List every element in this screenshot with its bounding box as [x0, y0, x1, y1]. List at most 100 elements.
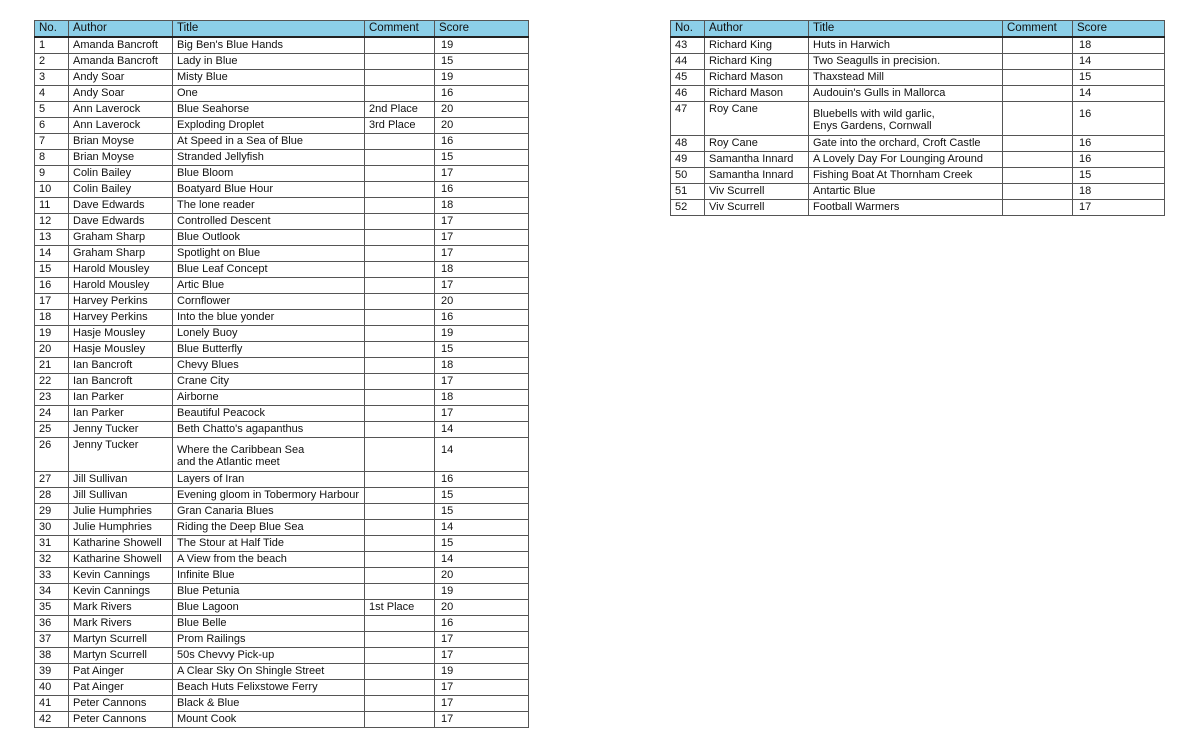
- cell-no: 50: [670, 167, 705, 184]
- cell-author: Mark Rivers: [68, 615, 173, 632]
- cell-no: 47: [670, 101, 705, 136]
- cell-title: Boatyard Blue Hour: [172, 181, 365, 198]
- table-row: 36 Mark Rivers Blue Belle 16: [34, 615, 529, 632]
- cell-title: Artic Blue: [172, 277, 365, 294]
- cell-title: Controlled Descent: [172, 213, 365, 230]
- cell-title: Beautiful Peacock: [172, 405, 365, 422]
- table-row: 22 Ian Bancroft Crane City 17: [34, 373, 529, 390]
- cell-no: 43: [670, 36, 705, 54]
- table-row: 7 Brian Moyse At Speed in a Sea of Blue 16: [34, 133, 529, 150]
- cell-title: Misty Blue: [172, 69, 365, 86]
- cell-author: Julie Humphries: [68, 503, 173, 520]
- cell-score: 19: [434, 663, 529, 680]
- cell-author: Viv Scurrell: [704, 199, 809, 216]
- cell-author: Hasje Mousley: [68, 325, 173, 342]
- table-row: 14 Graham Sharp Spotlight on Blue 17: [34, 245, 529, 262]
- header-author: Author: [68, 20, 173, 38]
- cell-comment: [364, 503, 435, 520]
- cell-author: Martyn Scurrell: [68, 631, 173, 648]
- cell-author: Martyn Scurrell: [68, 647, 173, 664]
- cell-score: 17: [434, 277, 529, 294]
- cell-author: Colin Bailey: [68, 181, 173, 198]
- cell-author: Jenny Tucker: [68, 437, 173, 472]
- table-row: 13 Graham Sharp Blue Outlook 17: [34, 229, 529, 246]
- cell-score: 19: [434, 69, 529, 86]
- cell-no: 3: [34, 69, 69, 86]
- table-row: 6 Ann Laverock Exploding Droplet 3rd Place 2…: [34, 117, 529, 134]
- table-row: 46 Richard Mason Audouin's Gulls in Mallor…: [670, 85, 1165, 102]
- cell-score: 16: [434, 133, 529, 150]
- cell-author: Mark Rivers: [68, 599, 173, 616]
- cell-comment: [364, 85, 435, 102]
- cell-author: Harvey Perkins: [68, 293, 173, 310]
- cell-comment: [364, 53, 435, 70]
- cell-no: 2: [34, 53, 69, 70]
- cell-title: Infinite Blue: [172, 567, 365, 584]
- cell-no: 6: [34, 117, 69, 134]
- cell-title: Spotlight on Blue: [172, 245, 365, 262]
- table-row: 18 Harvey Perkins Into the blue yonder 16: [34, 309, 529, 326]
- cell-comment: [1002, 199, 1073, 216]
- cell-score: 17: [434, 165, 529, 182]
- cell-no: 4: [34, 85, 69, 102]
- cell-title: Stranded Jellyfish: [172, 149, 365, 166]
- cell-title: Lady in Blue: [172, 53, 365, 70]
- cell-score: 16: [1072, 101, 1165, 136]
- cell-author: Richard Mason: [704, 69, 809, 86]
- table-row: 50 Samantha Innard Fishing Boat At Thornha…: [670, 167, 1165, 184]
- cell-comment: [364, 631, 435, 648]
- cell-title: Black & Blue: [172, 695, 365, 712]
- cell-comment: [364, 277, 435, 294]
- cell-comment: 3rd Place: [364, 117, 435, 134]
- cell-author: Richard King: [704, 53, 809, 70]
- table-row: 15 Harold Mousley Blue Leaf Concept 18: [34, 261, 529, 278]
- cell-score: 14: [434, 421, 529, 438]
- cell-score: 17: [434, 405, 529, 422]
- cell-comment: [1002, 183, 1073, 200]
- cell-score: 17: [434, 647, 529, 664]
- cell-author: Kevin Cannings: [68, 567, 173, 584]
- table-row: 12 Dave Edwards Controlled Descent 17: [34, 213, 529, 230]
- table-row: 1 Amanda Bancroft Big Ben's Blue Hands 19: [34, 36, 529, 54]
- cell-comment: [364, 293, 435, 310]
- cell-author: Samantha Innard: [704, 151, 809, 168]
- cell-score: 15: [1072, 167, 1165, 184]
- table-row: 47 Roy Cane Bluebells with wild garlic, En…: [670, 101, 1165, 136]
- cell-author: Richard Mason: [704, 85, 809, 102]
- cell-title: Blue Outlook: [172, 229, 365, 246]
- cell-score: 19: [434, 583, 529, 600]
- cell-title: Blue Seahorse: [172, 101, 365, 118]
- cell-comment: [1002, 53, 1073, 70]
- cell-author: Amanda Bancroft: [68, 53, 173, 70]
- cell-comment: [1002, 151, 1073, 168]
- cell-author: Katharine Showell: [68, 551, 173, 568]
- cell-score: 20: [434, 599, 529, 616]
- cell-no: 49: [670, 151, 705, 168]
- cell-comment: [364, 583, 435, 600]
- cell-comment: [364, 647, 435, 664]
- header-comment: Comment: [1002, 20, 1073, 38]
- header-score: Score: [434, 20, 529, 38]
- table-row: 48 Roy Cane Gate into the orchard, Croft C…: [670, 135, 1165, 152]
- table-row: 31 Katharine Showell The Stour at Half Tid…: [34, 535, 529, 552]
- table-row: 44 Richard King Two Seagulls in precision.…: [670, 53, 1165, 70]
- cell-author: Graham Sharp: [68, 229, 173, 246]
- header-no: No.: [670, 20, 705, 38]
- cell-comment: 2nd Place: [364, 101, 435, 118]
- cell-no: 42: [34, 711, 69, 728]
- cell-score: 15: [434, 503, 529, 520]
- header-score: Score: [1072, 20, 1165, 38]
- table-row: 5 Ann Laverock Blue Seahorse 2nd Place 20: [34, 101, 529, 118]
- table-row: 33 Kevin Cannings Infinite Blue 20: [34, 567, 529, 584]
- cell-comment: [364, 325, 435, 342]
- cell-score: 19: [434, 36, 529, 54]
- cell-comment: [364, 213, 435, 230]
- cell-comment: [364, 711, 435, 728]
- cell-comment: [364, 197, 435, 214]
- cell-no: 31: [34, 535, 69, 552]
- table-row: 26 Jenny Tucker Where the Caribbean Sea an…: [34, 437, 529, 472]
- cell-comment: [364, 69, 435, 86]
- cell-author: Ian Bancroft: [68, 373, 173, 390]
- cell-author: Peter Cannons: [68, 711, 173, 728]
- cell-no: 40: [34, 679, 69, 696]
